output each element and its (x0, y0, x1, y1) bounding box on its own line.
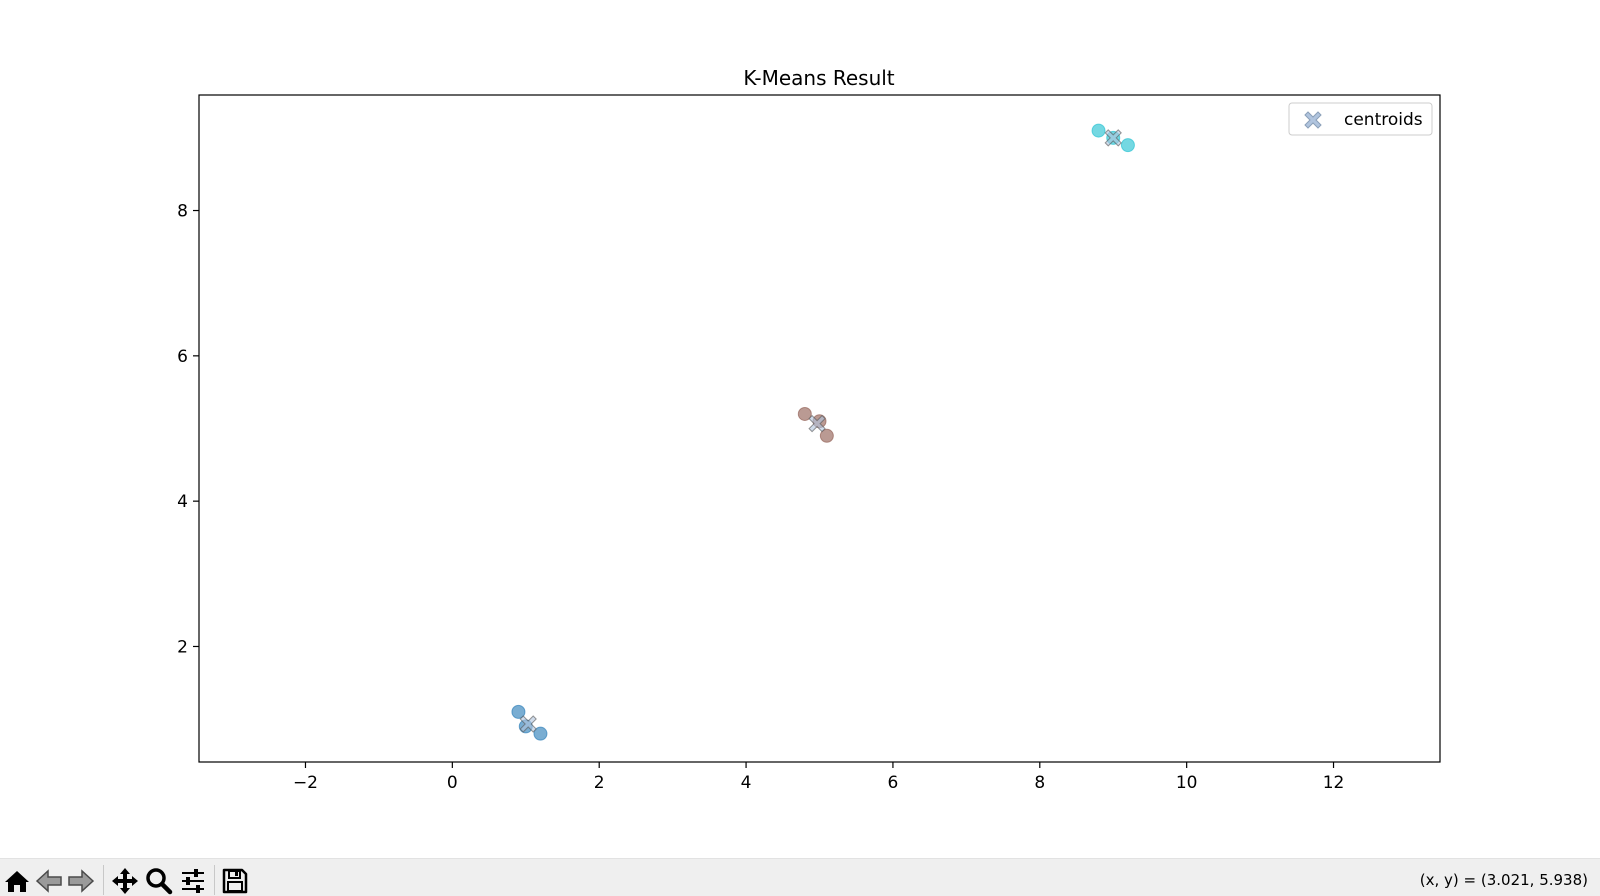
save-button[interactable] (220, 867, 250, 895)
cursor-coordinate-readout: (x, y) = (3.021, 5.938) (1419, 871, 1588, 889)
data-point (819, 428, 834, 443)
legend-frame (1288, 102, 1433, 136)
legend-label-centroids: centroids (1344, 110, 1423, 130)
x-tick-label: 12 (1323, 773, 1345, 793)
x-axis: −2 0 2 4 6 8 10 12 (293, 762, 1344, 793)
arrow-right-icon (68, 869, 95, 893)
toolbar-separator (103, 865, 104, 895)
figure-canvas[interactable]: K-Means Result −2 0 2 4 6 8 10 12 2 4 6 8 centroid… (0, 0, 1600, 858)
data-point (511, 704, 526, 719)
x-tick-label: −2 (293, 773, 318, 793)
magnifier-icon (146, 868, 173, 895)
centroid-marker (519, 715, 537, 733)
y-tick-label: 2 (177, 637, 188, 657)
y-axis: 2 4 6 8 (177, 202, 199, 657)
centroid-marker (808, 414, 826, 433)
pan-button[interactable] (110, 867, 140, 895)
y-tick-label: 8 (177, 202, 188, 222)
data-point (1120, 138, 1135, 153)
floppy-disk-icon (222, 868, 248, 894)
sliders-icon (182, 869, 204, 893)
data-point (533, 726, 548, 741)
x-tick-label: 4 (741, 773, 752, 793)
forward-button[interactable] (66, 867, 96, 895)
x-tick-label: 6 (888, 773, 899, 793)
legend[interactable]: centroids (1288, 102, 1433, 136)
move-icon (112, 868, 138, 894)
y-tick-label: 4 (177, 492, 188, 512)
centroid-marker (1104, 129, 1122, 147)
data-point (797, 406, 812, 421)
toolbar-separator (214, 865, 215, 895)
zoom-button[interactable] (144, 867, 174, 895)
centroid-markers (519, 129, 1122, 733)
x-tick-label: 8 (1034, 773, 1045, 793)
legend-centroid-marker (1304, 111, 1322, 129)
home-button[interactable] (2, 867, 32, 895)
y-tick-label: 6 (177, 347, 188, 367)
x-tick-label: 2 (594, 773, 605, 793)
chart-title: K-Means Result (743, 66, 894, 90)
arrow-left-icon (35, 869, 62, 893)
home-icon (5, 871, 29, 892)
x-tick-label: 10 (1176, 773, 1198, 793)
x-tick-label: 0 (447, 773, 458, 793)
configure-subplots-button[interactable] (178, 867, 208, 895)
navigation-toolbar: (x, y) = (3.021, 5.938) (0, 858, 1600, 896)
data-point (1091, 123, 1106, 138)
back-button[interactable] (34, 867, 64, 895)
